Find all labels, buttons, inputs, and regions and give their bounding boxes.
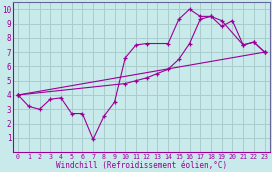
X-axis label: Windchill (Refroidissement éolien,°C): Windchill (Refroidissement éolien,°C) bbox=[56, 161, 227, 170]
